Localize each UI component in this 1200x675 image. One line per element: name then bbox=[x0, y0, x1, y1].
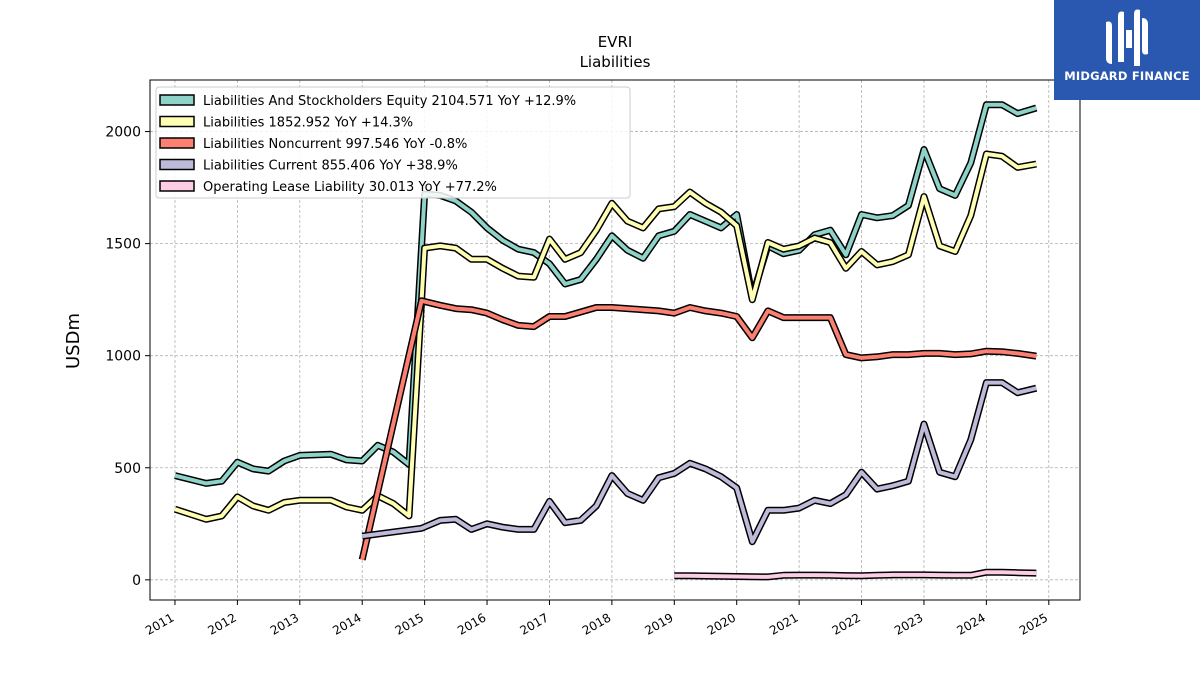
legend-swatch bbox=[159, 137, 195, 149]
chart-subtitle: Liabilities bbox=[580, 53, 651, 71]
series-3 bbox=[358, 297, 1037, 561]
legend-item: Operating Lease Liability 30.013 YoY +77… bbox=[159, 180, 497, 195]
legend: Liabilities And Stockholders Equity 2104… bbox=[155, 86, 631, 199]
y-tick-label: 0 bbox=[132, 573, 141, 589]
plot-frame bbox=[149, 79, 1081, 601]
series-line bbox=[361, 380, 1037, 544]
legend-swatch bbox=[159, 94, 195, 106]
legend-item: Liabilities 1852.952 YoY +14.3% bbox=[159, 115, 413, 131]
legend-swatch bbox=[159, 115, 195, 128]
legend-label: Liabilities Current 855.406 YoY +38.9% bbox=[203, 159, 458, 174]
chart-title: EVRI bbox=[598, 33, 633, 51]
legend-label: Liabilities 1852.952 YoY +14.3% bbox=[203, 116, 413, 131]
legend-item: Liabilities And Stockholders Equity 2104… bbox=[159, 94, 576, 109]
series-2 bbox=[173, 150, 1037, 523]
legend-item: Liabilities Noncurrent 997.546 YoY -0.8% bbox=[159, 137, 467, 152]
legend-label: Operating Lease Liability 30.013 YoY +77… bbox=[203, 180, 497, 195]
series-4 bbox=[361, 379, 1038, 546]
series-line bbox=[174, 152, 1037, 522]
logo-text: MIDGARD FINANCE bbox=[1064, 69, 1190, 83]
series-line bbox=[674, 570, 1037, 579]
brand-logo: MIDGARD FINANCE bbox=[1054, 0, 1200, 100]
y-tick-label: 1500 bbox=[105, 237, 141, 253]
series-line bbox=[360, 298, 1037, 561]
legend-item: Liabilities Current 855.406 YoY +38.9% bbox=[159, 158, 458, 174]
series-line bbox=[174, 102, 1037, 486]
legend-swatch bbox=[159, 158, 195, 171]
logo-mark-icon bbox=[1106, 9, 1148, 66]
series-layer bbox=[173, 101, 1038, 581]
legend-label: Liabilities And Stockholders Equity 2104… bbox=[203, 94, 576, 109]
y-tick-label: 2000 bbox=[105, 125, 141, 141]
y-tick-label: 500 bbox=[114, 461, 141, 477]
series-1 bbox=[174, 101, 1038, 487]
legend-swatch bbox=[159, 180, 195, 192]
legend-box bbox=[155, 86, 631, 199]
y-axis: 0 500 1000 1500 2000 bbox=[105, 125, 150, 589]
y-tick-label: 1000 bbox=[105, 349, 141, 365]
legend-label: Liabilities Noncurrent 997.546 YoY -0.8% bbox=[203, 137, 467, 152]
series-5 bbox=[674, 568, 1037, 581]
y-axis-label: USDm bbox=[63, 313, 84, 369]
